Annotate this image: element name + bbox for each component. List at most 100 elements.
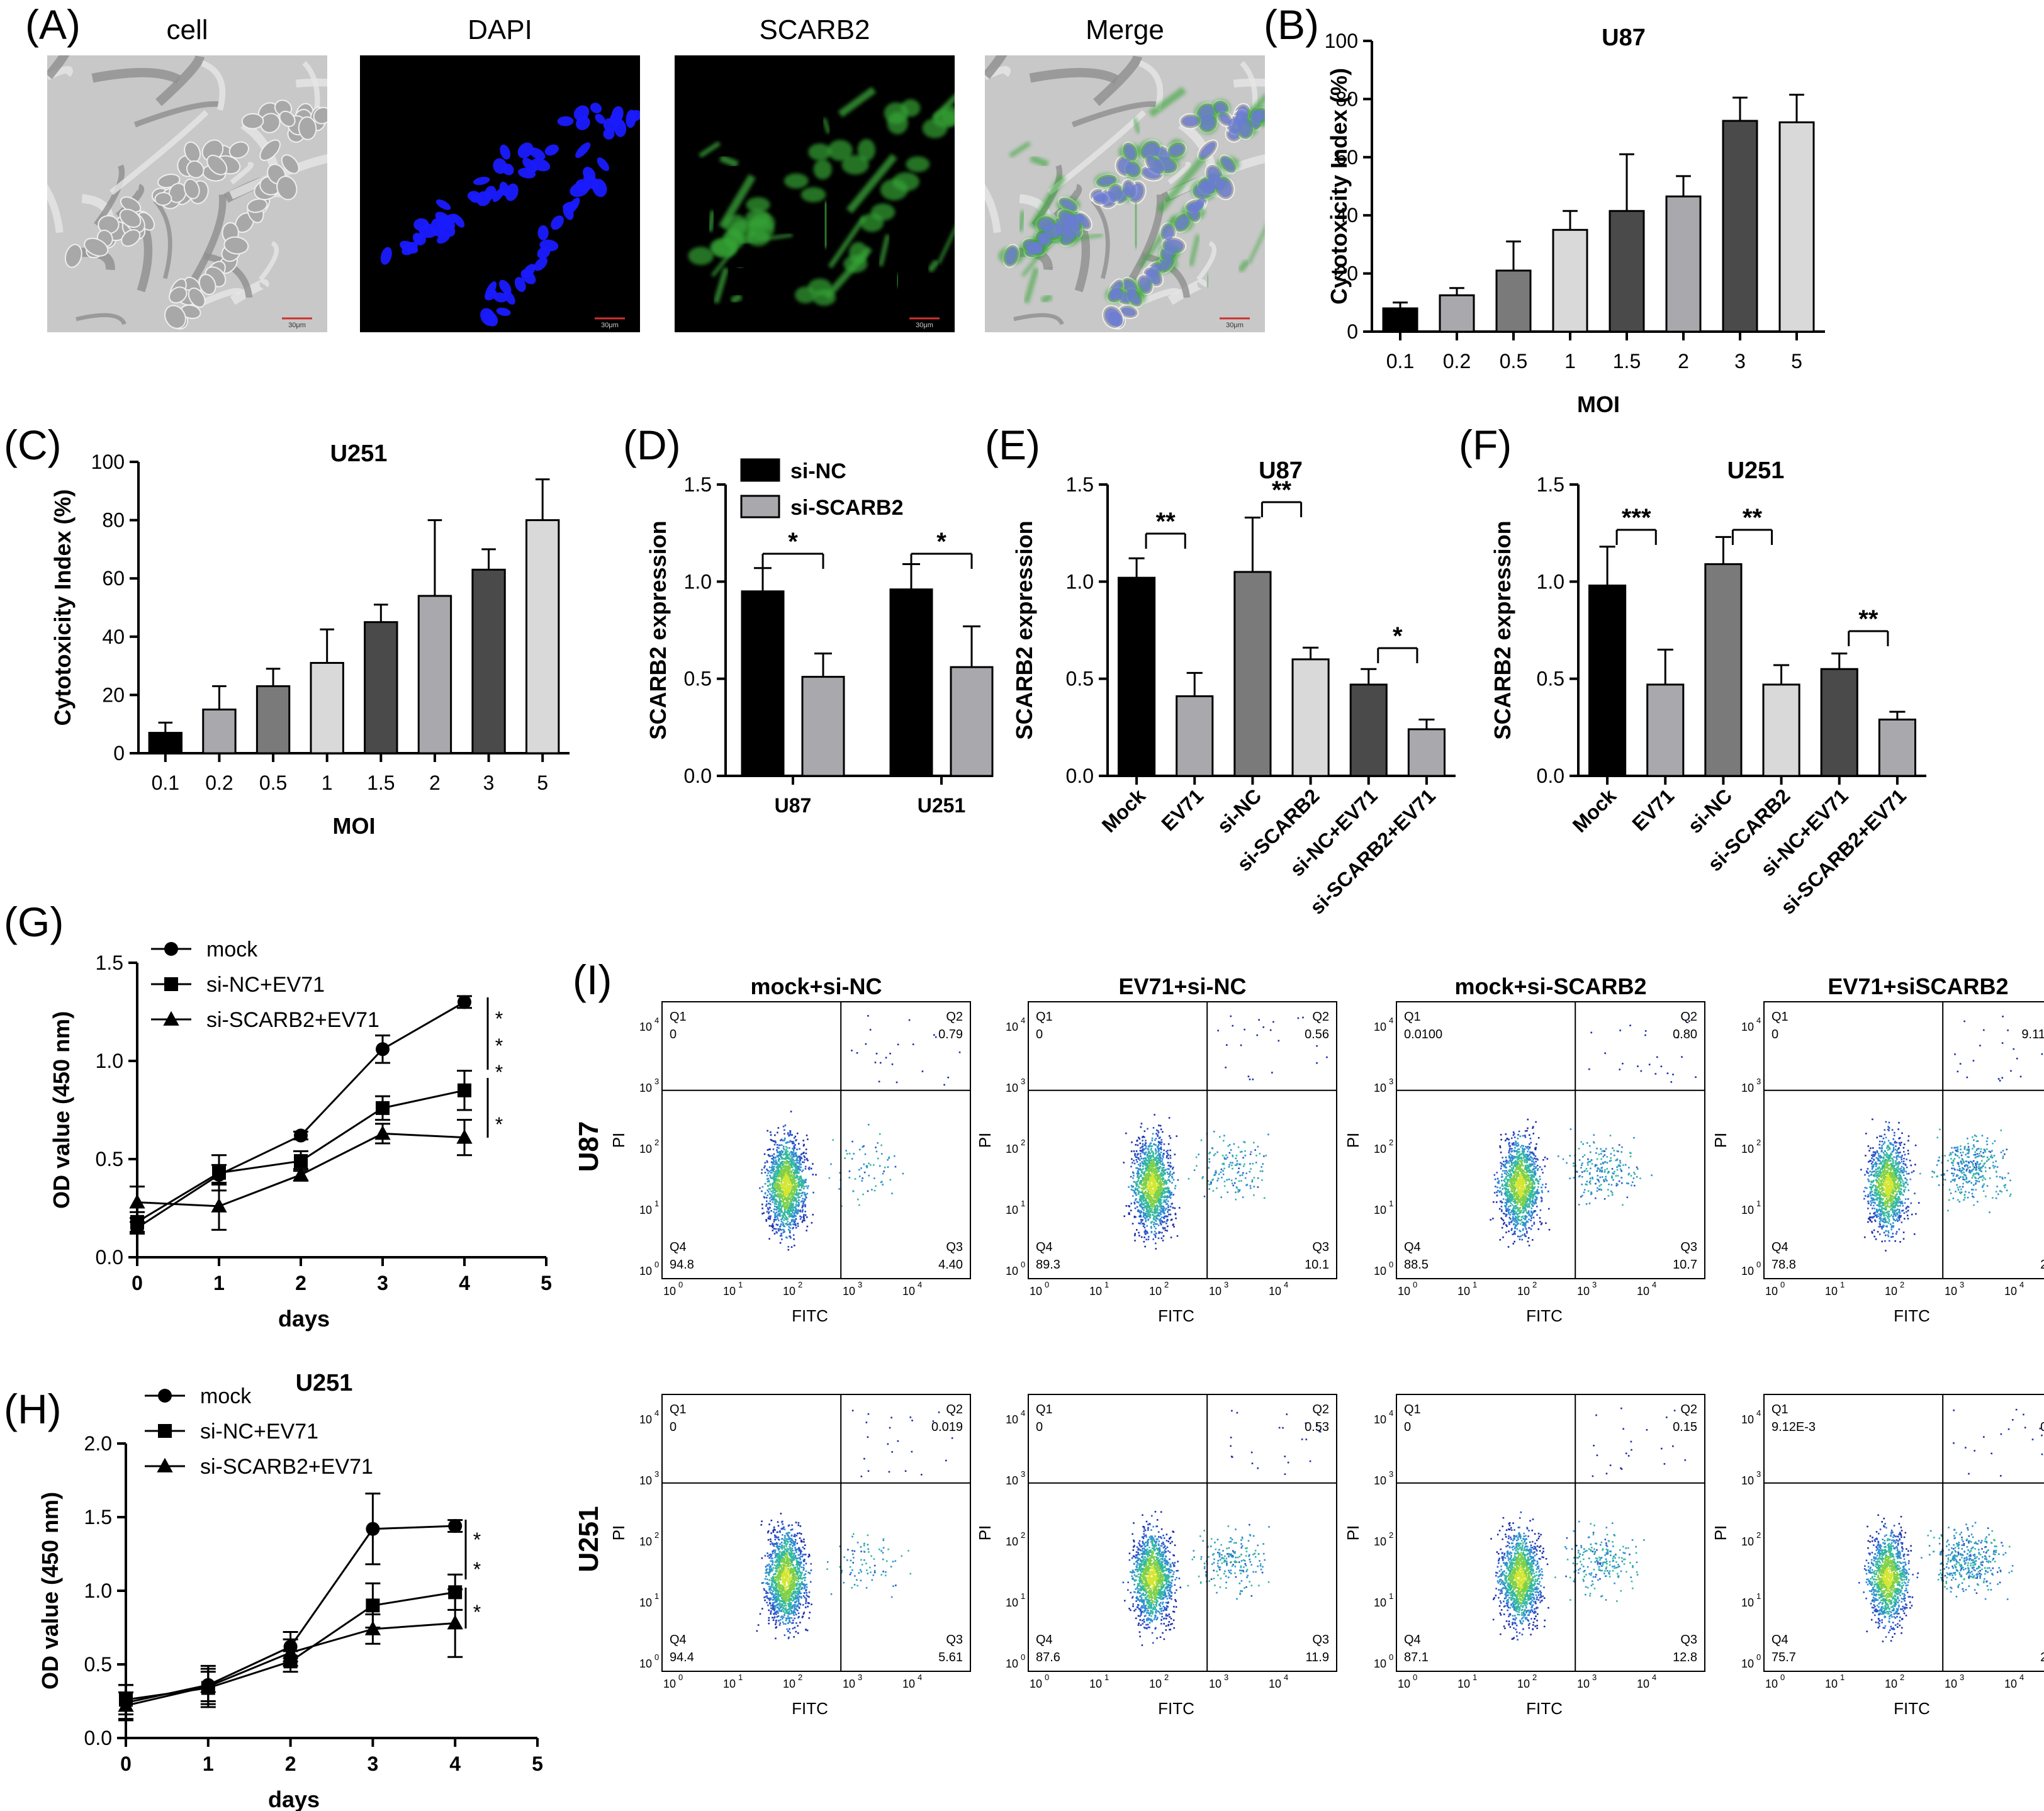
event (1237, 1146, 1240, 1148)
event (790, 1246, 793, 1248)
cell-process (230, 279, 269, 305)
event (1244, 1163, 1245, 1165)
event (1145, 1142, 1147, 1144)
event (1603, 1198, 1606, 1200)
event (1238, 1163, 1240, 1165)
event (1141, 1191, 1143, 1193)
event (864, 1153, 867, 1155)
event (766, 1174, 768, 1177)
event (786, 1203, 789, 1205)
event (1162, 1177, 1164, 1179)
point-si-SCARB2+EV71 (129, 1194, 145, 1209)
event (804, 1194, 806, 1196)
event (1520, 1203, 1522, 1206)
event (1528, 1176, 1530, 1179)
event (775, 1203, 778, 1205)
event (770, 1203, 772, 1206)
event (1150, 1221, 1152, 1223)
scarb2-signal (730, 293, 743, 305)
x-tick-label: U251 (918, 794, 966, 817)
event (1608, 1183, 1610, 1186)
event (793, 1137, 795, 1139)
event (1162, 1162, 1164, 1164)
event (1133, 1160, 1135, 1162)
event (799, 1169, 802, 1171)
significance-label: * (936, 528, 946, 556)
event (1152, 1181, 1154, 1183)
event (1148, 1158, 1150, 1160)
event (1532, 1199, 1534, 1201)
event (1569, 1177, 1571, 1180)
event (1159, 1189, 1160, 1191)
event (1539, 1209, 1542, 1211)
event (787, 1133, 789, 1135)
event (785, 1148, 787, 1151)
event (797, 1182, 799, 1184)
event (1510, 1179, 1512, 1181)
event (781, 1184, 783, 1186)
x-log-tick: 10 (783, 1285, 795, 1298)
event (786, 1141, 789, 1143)
event (1267, 1133, 1269, 1136)
scarb2-cell (745, 209, 770, 228)
event (1510, 1229, 1513, 1231)
event (1538, 1192, 1540, 1194)
event (1154, 1211, 1157, 1213)
bar-0.5 (1495, 269, 1532, 333)
event (1156, 1209, 1158, 1212)
event (776, 1167, 778, 1169)
event (1143, 1188, 1145, 1191)
event (1524, 1192, 1526, 1194)
event (785, 1160, 787, 1163)
event (1142, 1184, 1144, 1186)
event (1160, 1128, 1162, 1131)
event (1529, 1143, 1530, 1145)
event (1145, 1238, 1147, 1241)
event (1529, 1203, 1531, 1205)
event (1152, 1211, 1154, 1214)
event (1131, 1141, 1133, 1143)
event (1169, 1157, 1172, 1159)
event (803, 1215, 805, 1218)
event (1153, 1184, 1155, 1186)
event (1636, 1175, 1638, 1178)
event (1519, 1199, 1522, 1201)
event (1139, 1162, 1142, 1165)
event (848, 1177, 851, 1179)
scarb2-cell (746, 230, 770, 247)
event (789, 1175, 791, 1178)
scarb2-signal (719, 154, 739, 168)
event (1521, 1168, 1523, 1170)
event (784, 1173, 787, 1175)
event (803, 1218, 805, 1220)
event (1220, 1196, 1223, 1198)
scarb2-signal (828, 215, 867, 269)
event (1138, 1231, 1140, 1234)
event (1610, 1184, 1613, 1186)
event (780, 1190, 782, 1192)
event (1137, 1172, 1139, 1174)
event (791, 1151, 794, 1153)
event (1148, 1195, 1150, 1197)
event (1503, 1172, 1506, 1174)
nucleus (544, 144, 559, 156)
event (1255, 1162, 1257, 1163)
event (1524, 1171, 1525, 1174)
event (787, 1221, 789, 1223)
event (1143, 1213, 1145, 1214)
event (1157, 1130, 1159, 1132)
event (1150, 1210, 1152, 1212)
event (1150, 1175, 1153, 1178)
event (795, 1172, 797, 1174)
event (803, 1201, 805, 1203)
event (1157, 1167, 1159, 1169)
event (1145, 1175, 1147, 1177)
cell-process (1071, 101, 1157, 128)
event (1513, 1133, 1515, 1135)
event (1211, 1179, 1213, 1181)
event (1156, 1200, 1159, 1203)
event (896, 1081, 898, 1084)
cell-process (133, 101, 220, 128)
event (779, 1163, 781, 1166)
event (1167, 1225, 1169, 1228)
